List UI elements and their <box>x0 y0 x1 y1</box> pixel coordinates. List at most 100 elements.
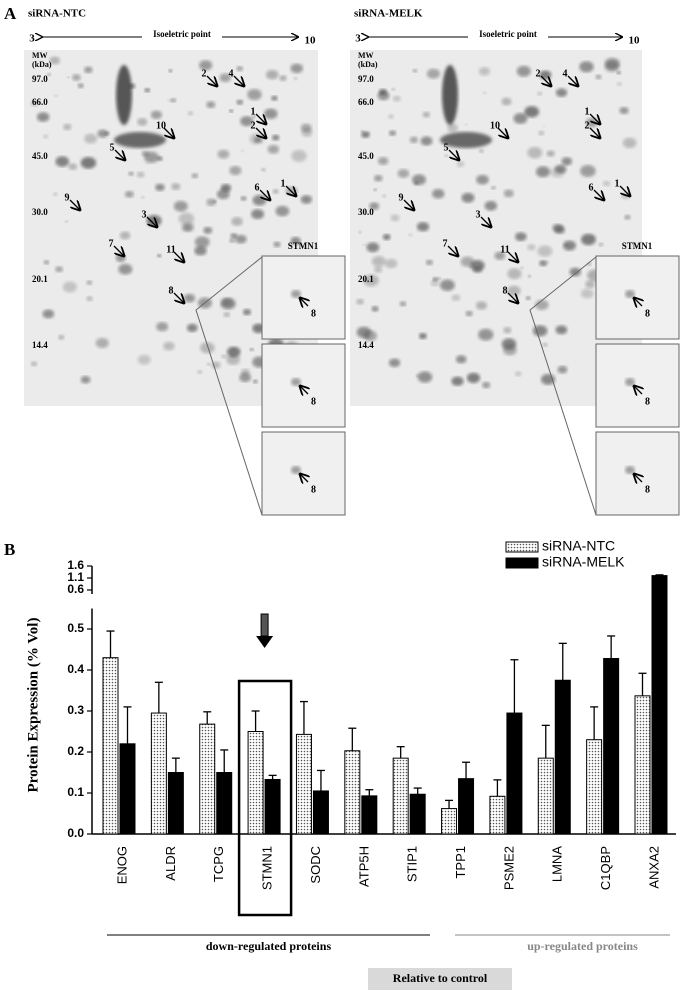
gel-spot <box>67 76 70 79</box>
highlight-box <box>237 679 293 917</box>
gel-spot <box>461 192 475 203</box>
gel-spot <box>231 217 243 226</box>
error-bar <box>493 779 502 797</box>
gel-spot <box>483 91 487 95</box>
gel-spot <box>362 243 366 246</box>
gel-spot <box>447 123 459 133</box>
spot-arrow <box>619 185 630 196</box>
mw-label: 30.0 <box>358 207 374 217</box>
gel-spot <box>226 354 241 365</box>
spot-arrow <box>173 251 184 262</box>
gel-spot <box>293 77 298 81</box>
bar <box>312 790 329 835</box>
spot-arrow <box>259 189 270 200</box>
gel-spot <box>437 276 441 280</box>
gel-spot <box>557 365 568 374</box>
gel-spot <box>47 73 51 77</box>
mw-title: (kDa) <box>32 60 52 69</box>
error-bar <box>268 774 277 780</box>
gel-spot <box>384 258 398 269</box>
gel-spot <box>170 98 177 103</box>
spot-label: 11 <box>166 244 175 255</box>
spot-arrow <box>480 216 491 227</box>
spot-arrow <box>448 149 459 160</box>
pi-low: 3 <box>29 33 35 45</box>
inset <box>595 255 680 340</box>
bar <box>264 778 281 835</box>
gel-spot <box>221 354 227 359</box>
gel-spot <box>253 379 258 384</box>
gel <box>350 50 642 406</box>
gel-spot <box>382 234 391 241</box>
gel-spot <box>527 244 536 251</box>
gel-spot <box>415 374 420 378</box>
gel-spot <box>440 132 492 148</box>
x-tick-label: TPP1 <box>453 846 468 879</box>
gel-spot <box>290 236 301 245</box>
bar <box>634 695 651 835</box>
gel-spot <box>267 144 280 154</box>
gel-spot <box>417 371 433 383</box>
mw-label: 20.1 <box>358 274 374 284</box>
spot-arrow <box>300 298 308 306</box>
inset-spot: 8 <box>645 484 650 495</box>
error-bar <box>348 727 357 751</box>
gel-spot <box>62 281 77 293</box>
spot-label: 5 <box>110 142 115 153</box>
gel-spot <box>183 293 196 303</box>
gel-spot <box>580 288 594 299</box>
pi-axis-label: Isoeletric point <box>153 29 211 39</box>
spot-arrow <box>285 185 296 196</box>
gel-spot <box>84 133 98 144</box>
bar <box>216 772 233 835</box>
gel-spot <box>397 168 410 178</box>
gel-spot <box>251 209 265 220</box>
y-tick-label: 1.6 <box>67 558 84 572</box>
gel-spot <box>249 348 254 352</box>
gel-spot <box>369 202 380 211</box>
gel-spot <box>561 157 573 166</box>
footer-box <box>368 968 512 990</box>
spot-arrow <box>634 386 642 394</box>
highlight-arrow-shaft <box>260 613 269 637</box>
error-bar <box>510 659 519 714</box>
mw-label: 20.1 <box>32 274 48 284</box>
x-tick-label: ANXA2 <box>646 846 661 889</box>
gel-spot <box>156 156 163 161</box>
gel-spot <box>399 301 407 307</box>
gel-spot <box>236 66 243 72</box>
gel-spot <box>527 275 531 278</box>
gel-spot <box>501 338 517 350</box>
pi-high: 10 <box>629 35 641 47</box>
gel-spot <box>555 88 568 98</box>
spot-label: 4 <box>563 68 568 79</box>
gel-spot <box>494 251 506 260</box>
bar <box>361 795 378 835</box>
gel-spot <box>604 61 620 73</box>
gel-spot <box>475 301 488 310</box>
gel-spot <box>194 236 210 248</box>
gel-spot <box>542 342 548 347</box>
gel-spot <box>119 231 131 240</box>
gel-spot <box>542 125 546 128</box>
gel-spot <box>363 274 379 287</box>
spot-label: 6 <box>589 182 594 193</box>
gel-spot <box>540 373 556 385</box>
gel-spot <box>55 156 70 167</box>
inset-spot: 8 <box>311 484 316 495</box>
bar <box>392 757 409 835</box>
y-tick-label: 0.6 <box>67 582 84 596</box>
gel-spot <box>515 232 527 242</box>
gel-spot <box>412 174 426 186</box>
legend-label: siRNA-NTC <box>542 538 615 554</box>
spot-label: 1 <box>251 106 256 117</box>
gel-spot <box>595 74 602 80</box>
gel-spot <box>527 146 543 159</box>
gel-spot <box>200 342 215 354</box>
spot-label: 6 <box>255 182 260 193</box>
gel-spot <box>503 327 512 334</box>
inset <box>595 343 680 428</box>
gel-spot <box>532 325 548 337</box>
gel-spot <box>86 280 93 285</box>
mw-label: 97.0 <box>358 74 374 84</box>
